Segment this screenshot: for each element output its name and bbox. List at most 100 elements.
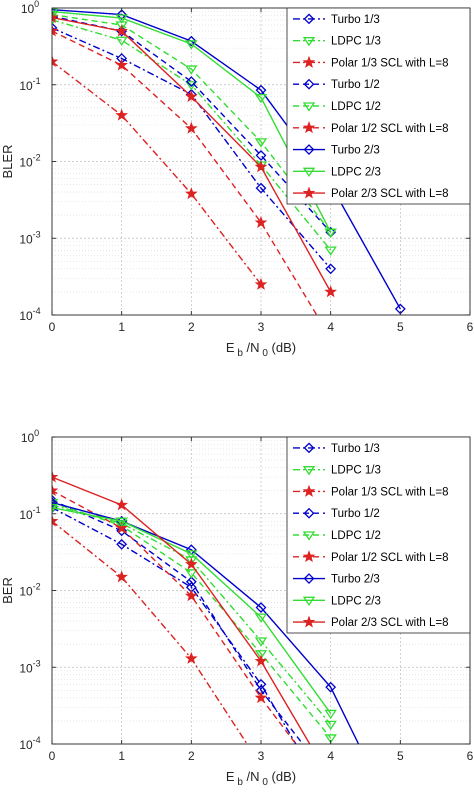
legend-entry: LDPC 1/3 — [293, 465, 381, 477]
y-tick-label: 10-4 — [19, 306, 40, 323]
data-point — [115, 498, 128, 511]
data-point — [254, 637, 268, 647]
legend-label: LDPC 1/3 — [331, 465, 381, 477]
x-tick-label: 5 — [397, 749, 404, 763]
data-point — [52, 494, 58, 506]
data-point — [324, 734, 337, 744]
legend-marker — [303, 78, 315, 90]
x-tick-label: 0 — [49, 320, 56, 334]
data-point — [52, 54, 59, 68]
data-point — [116, 9, 128, 21]
legend-label: Turbo 1/2 — [331, 79, 380, 91]
data-point — [52, 501, 59, 511]
data-point — [52, 10, 59, 23]
legend-label: Turbo 1/3 — [331, 14, 380, 26]
series-group — [52, 470, 360, 744]
y-tick-exponent: 0 — [34, 0, 39, 9]
y-tick-base: 10 — [19, 309, 33, 323]
series-polar-2-3-scl-with-l-8 — [52, 10, 337, 298]
x-axis-label-part: 0 — [260, 777, 269, 788]
legend-marker — [302, 531, 316, 541]
legend-marker — [302, 615, 316, 628]
data-point — [255, 678, 267, 690]
legend-marker — [302, 484, 316, 497]
data-point — [116, 525, 128, 537]
series-polar-1-3-scl-with-l-8 — [52, 514, 248, 744]
data-point — [254, 277, 268, 290]
legend-entry: LDPC 1/2 — [293, 530, 381, 542]
series-line — [52, 501, 360, 744]
legend-marker — [302, 167, 316, 178]
data-point — [52, 483, 59, 497]
series-line — [52, 61, 262, 285]
legend-entry: Turbo 1/3 — [293, 442, 380, 455]
data-point — [254, 650, 268, 660]
data-point — [254, 93, 268, 104]
legend-entry: Polar 2/3 SCL with L=8 — [293, 615, 449, 629]
data-point — [185, 569, 198, 579]
x-tick-label: 3 — [258, 320, 265, 334]
data-point — [324, 709, 337, 720]
series-ldpc-2-3 — [52, 8, 337, 238]
legend-label: Turbo 1/2 — [331, 508, 380, 520]
x-tick-label: 5 — [397, 320, 404, 334]
y-tick-exponent: -1 — [33, 505, 41, 515]
x-axis-label-part: b — [235, 348, 244, 359]
legend-entry: Turbo 1/2 — [293, 78, 380, 91]
y-tick-label: 10-3 — [19, 658, 40, 675]
y-tick-exponent: -2 — [33, 153, 41, 163]
data-point — [52, 22, 58, 34]
legend-label: Turbo 2/3 — [331, 574, 380, 586]
x-axis-label-part: /N — [243, 340, 260, 355]
data-point — [116, 538, 128, 550]
legend-marker — [302, 102, 316, 112]
series-polar-1-2-scl-with-l-8 — [52, 24, 318, 315]
legend-marker — [303, 442, 315, 454]
x-axis-label: E b /N 0 (dB) — [226, 340, 296, 359]
legend: Turbo 1/3 LDPC 1/3 Polar 1/3 SCL with L=8 T… — [286, 7, 471, 205]
legend-entry: Turbo 2/3 — [293, 573, 380, 586]
data-point — [115, 108, 128, 121]
y-tick-exponent: -1 — [33, 76, 41, 86]
legend-entry: LDPC 2/3 — [293, 595, 381, 607]
legend-marker — [303, 573, 315, 584]
legend-marker — [303, 144, 315, 155]
data-point — [115, 521, 128, 534]
legend-entry: Polar 1/2 SCL with L=8 — [293, 121, 449, 135]
x-tick-label: 4 — [327, 749, 334, 763]
legend-label: Turbo 2/3 — [331, 145, 380, 157]
series-line — [52, 15, 332, 233]
y-tick-label: 10-2 — [19, 153, 40, 170]
data-point — [254, 691, 268, 704]
data-point — [115, 36, 128, 46]
legend-marker — [303, 507, 315, 519]
series-ldpc-2-3 — [52, 504, 337, 720]
y-tick-label: 100 — [21, 428, 39, 445]
y-axis-label: BER — [0, 577, 15, 604]
data-point — [52, 504, 59, 514]
data-point — [185, 76, 197, 87]
data-point — [255, 602, 267, 613]
series-line — [52, 13, 332, 233]
data-point — [255, 182, 267, 194]
legend-label: LDPC 1/3 — [331, 36, 381, 48]
y-tick-exponent: -3 — [33, 229, 41, 239]
series-line — [52, 501, 332, 739]
data-point — [324, 720, 337, 731]
legend-label: LDPC 1/2 — [331, 101, 381, 113]
data-point — [115, 570, 128, 583]
y-tick-label: 10-4 — [19, 735, 40, 752]
series-line — [52, 19, 332, 251]
data-point — [254, 613, 268, 623]
y-tick-exponent: -4 — [33, 306, 41, 316]
data-point — [325, 263, 337, 275]
series-line — [52, 499, 304, 744]
data-point — [185, 187, 198, 200]
series-polar-2-3-scl-with-l-8 — [52, 470, 311, 744]
data-point — [115, 14, 128, 24]
data-point — [52, 24, 59, 37]
y-tick-label: 10-1 — [19, 505, 40, 522]
data-point — [185, 35, 197, 47]
series-line — [52, 507, 297, 744]
